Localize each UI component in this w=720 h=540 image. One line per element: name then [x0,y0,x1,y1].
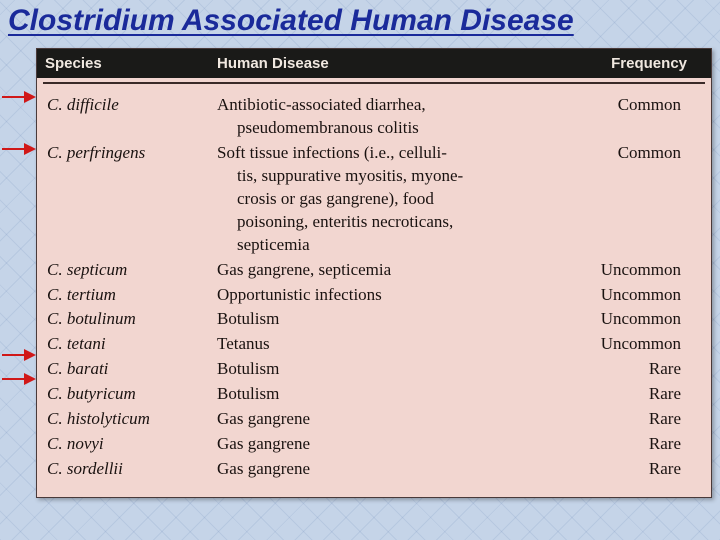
table-row: C. perfringensSoft tissue infections (i.… [45,142,703,257]
cell-frequency: Rare [567,383,687,406]
table-body: C. difficileAntibiotic-associated diarrh… [37,88,711,497]
cell-disease: Opportunistic infections [217,284,567,307]
cell-disease: Gas gangrene [217,458,567,481]
table-row: C. botulinumBotulismUncommon [45,308,703,331]
disease-table: Species Human Disease Frequency C. diffi… [36,48,712,498]
cell-frequency: Common [567,142,687,165]
cell-species: C. barati [45,358,217,381]
cell-frequency: Uncommon [567,308,687,331]
cell-frequency: Uncommon [567,333,687,356]
table-row: C. tetaniTetanusUncommon [45,333,703,356]
header-divider [43,82,705,84]
cell-species: C. histolyticum [45,408,217,431]
cell-disease: Antibiotic-associated diarrhea,pseudomem… [217,94,567,140]
cell-species: C. butyricum [45,383,217,406]
highlight-arrow-icon [0,142,36,156]
cell-disease: Soft tissue infections (i.e., celluli-ti… [217,142,567,257]
page-title: Clostridium Associated Human Disease [0,0,720,44]
table-header: Species Human Disease Frequency [37,49,711,78]
cell-frequency: Uncommon [567,284,687,307]
highlight-arrow-icon [0,90,36,104]
cell-species: C. botulinum [45,308,217,331]
cell-species: C. perfringens [45,142,217,165]
cell-disease: Botulism [217,383,567,406]
cell-disease: Gas gangrene, septicemia [217,259,567,282]
cell-frequency: Rare [567,458,687,481]
cell-frequency: Uncommon [567,259,687,282]
cell-disease: Botulism [217,308,567,331]
table-row: C. novyiGas gangreneRare [45,433,703,456]
highlight-arrow-icon [0,348,36,362]
cell-disease: Botulism [217,358,567,381]
cell-disease: Gas gangrene [217,433,567,456]
cell-species: C. sordellii [45,458,217,481]
cell-frequency: Rare [567,433,687,456]
cell-species: C. tetani [45,333,217,356]
cell-species: C. septicum [45,259,217,282]
cell-species: C. tertium [45,284,217,307]
highlight-arrow-icon [0,372,36,386]
cell-species: C. novyi [45,433,217,456]
table-row: C. histolyticumGas gangreneRare [45,408,703,431]
header-species: Species [45,55,217,72]
cell-disease: Gas gangrene [217,408,567,431]
table-row: C. difficileAntibiotic-associated diarrh… [45,94,703,140]
table-row: C. butyricumBotulismRare [45,383,703,406]
header-disease: Human Disease [217,55,575,72]
cell-frequency: Rare [567,358,687,381]
table-row: C. septicumGas gangrene, septicemiaUncom… [45,259,703,282]
cell-frequency: Common [567,94,687,117]
cell-species: C. difficile [45,94,217,117]
cell-disease: Tetanus [217,333,567,356]
table-row: C. sordelliiGas gangreneRare [45,458,703,481]
table-row: C. baratiBotulismRare [45,358,703,381]
header-frequency: Frequency [575,55,695,72]
table-row: C. tertiumOpportunistic infectionsUncomm… [45,284,703,307]
cell-frequency: Rare [567,408,687,431]
